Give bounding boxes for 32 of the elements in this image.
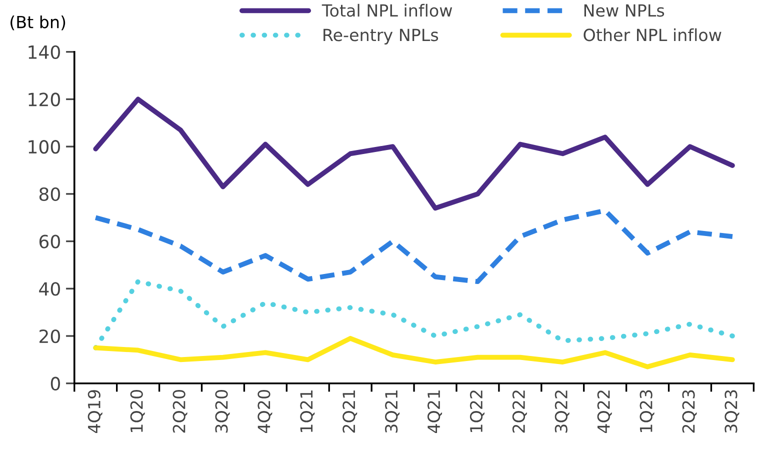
x-tick-label: 4Q19 xyxy=(88,390,102,434)
y-tick-label: 120 xyxy=(28,92,60,106)
x-tick-label: 2Q23 xyxy=(682,390,697,433)
y-tick-label: 60 xyxy=(39,234,60,248)
x-tick-label: 2Q22 xyxy=(512,390,527,433)
x-tick-label: 3Q21 xyxy=(385,390,400,433)
y-tick-label: 100 xyxy=(28,140,60,154)
y-tick-label: 0 xyxy=(50,376,60,390)
x-tick-label: 4Q20 xyxy=(258,390,272,434)
x-tick-label: 1Q21 xyxy=(300,390,315,432)
x-tick-label: 1Q20 xyxy=(130,390,145,432)
x-tick-label: 1Q22 xyxy=(470,390,484,432)
line-series xyxy=(93,96,735,211)
legend-label: New NPLs xyxy=(584,4,664,17)
x-tick-label: 1Q23 xyxy=(640,390,654,432)
x-tick-label: 2Q20 xyxy=(172,390,188,433)
legend-label: Other NPL inflow xyxy=(584,28,722,42)
x-tick-label: 4Q22 xyxy=(597,390,612,434)
line-series xyxy=(93,208,735,284)
legend-label: Re-entry NPLs xyxy=(324,28,438,44)
x-tick-label: 2Q21 xyxy=(342,390,358,433)
y-tick-label: 140 xyxy=(28,45,60,59)
line-series xyxy=(93,336,735,370)
y-tick-label: 20 xyxy=(40,329,60,344)
y-tick-label: 40 xyxy=(39,282,60,296)
x-tick-label: 3Q20 xyxy=(215,390,230,433)
y-axis-title: (Bt bn) xyxy=(10,15,66,30)
y-tick-label: 80 xyxy=(39,187,60,202)
x-tick-label: 3Q22 xyxy=(554,390,570,433)
x-tick-label: 4Q21 xyxy=(427,390,442,434)
legend-label: Total NPL inflow xyxy=(322,4,452,17)
x-tick-label: 3Q23 xyxy=(724,390,740,433)
